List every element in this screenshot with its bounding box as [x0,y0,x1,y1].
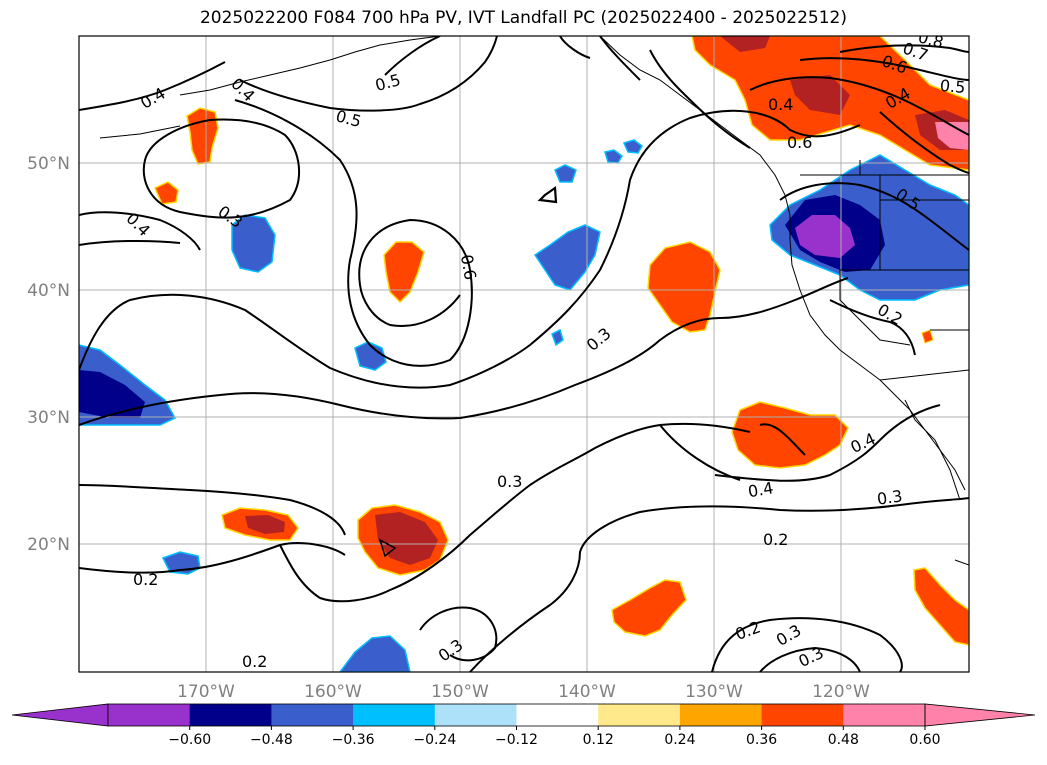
coastlines [99,36,969,566]
positive-blob-10 [921,329,934,344]
positive-blob-5 [731,401,849,469]
contour-label: 0.2 [133,570,158,589]
contour-label: 0.5 [939,76,966,97]
colorbar-tick-label: −0.36 [332,732,375,748]
positive-blob-4 [647,241,721,333]
latitude-label: 50°N [27,154,70,174]
latitude-label: 40°N [27,281,70,301]
strong-positive-blob-7 [245,515,285,534]
gridlines [79,36,969,672]
negative-blob-8 [622,139,643,154]
colorbar-segment [516,704,599,726]
negative-blob-2 [533,224,601,291]
longitude-label: 170°W [177,682,235,702]
colorbar-extend-high [924,703,1036,727]
contour-label: 0.4 [768,95,793,114]
negative-blob-9 [551,328,564,347]
positive-blob-3 [383,241,425,304]
colorbar-tick-label: 0.24 [664,732,695,748]
map-frame [78,35,970,673]
colorbar-segment [761,704,844,726]
negative-blob-5 [339,635,411,672]
map-title: 2025022200 F084 700 hPa PV, IVT Landfall… [199,8,847,28]
latitude-label: 30°N [27,408,70,428]
longitude-label: 140°W [558,682,616,702]
latitude-axis: 50°N 40°N 30°N 20°N [27,154,70,555]
colorbar-segment [271,704,354,726]
colorbar-tick-label: −0.60 [168,732,211,748]
max-positive-gulf-alaska [935,122,969,150]
positive-blob-6 [611,579,687,637]
contour-label: 0.3 [497,472,522,491]
positive-blob-9 [913,567,969,646]
longitude-label: 150°W [431,682,489,702]
map-background [79,36,969,672]
contour-label: 0.2 [242,652,267,671]
latitude-label: 20°N [27,535,70,555]
colorbar-extend-low [11,703,109,727]
colorbar: −0.60 −0.48 −0.36 −0.24 −0.12 0.12 0.24 0.36 0.4… [11,703,1036,748]
contour-label: 0.2 [763,530,788,549]
colorbar-segment [843,704,926,726]
colorbar-tick-label: −0.12 [495,732,538,748]
shaded-fields [79,36,969,672]
colorbar-segment [189,704,272,726]
positive-blob-2 [154,181,179,205]
colorbar-tick-label: 0.36 [746,732,777,748]
negative-blob-7 [604,149,623,164]
colorbar-segment [108,704,191,726]
colorbar-segment [598,704,681,726]
strongest-negative-area-pnw [795,215,855,258]
pv-contours [79,36,969,672]
colorbar-tick-label: 0.48 [828,732,859,748]
colorbar-segment [434,704,517,726]
longitude-label: 120°W [812,682,870,702]
contour-label: 0.6 [787,133,812,152]
colorbar-tick-label: −0.48 [250,732,293,748]
map-content: 0.4 0.4 0.5 0.5 0.6 0.7 0.8 0.6 0.5 0.4 … [79,36,969,672]
contour-label: 0.4 [746,478,774,501]
strong-positive-gulf-alaska [720,36,969,150]
longitude-label: 160°W [304,682,362,702]
colorbar-segment [353,704,436,726]
negative-blob-6 [554,164,577,183]
colorbar-tick-label: 0.60 [909,732,940,748]
colorbar-tick-label: −0.24 [413,732,456,748]
negative-blob-1 [231,214,276,273]
positive-blob-1 [186,107,219,165]
longitude-label: 130°W [685,682,743,702]
contour-label: 0.6 [457,253,480,281]
colorbar-tick-label: 0.12 [583,732,614,748]
contour-label: 0.3 [876,486,904,508]
colorbar-segment [679,704,763,726]
dark-negative-area-west [79,370,145,418]
longitude-axis: 170°W 160°W 150°W 140°W 130°W 120°W [177,682,870,702]
